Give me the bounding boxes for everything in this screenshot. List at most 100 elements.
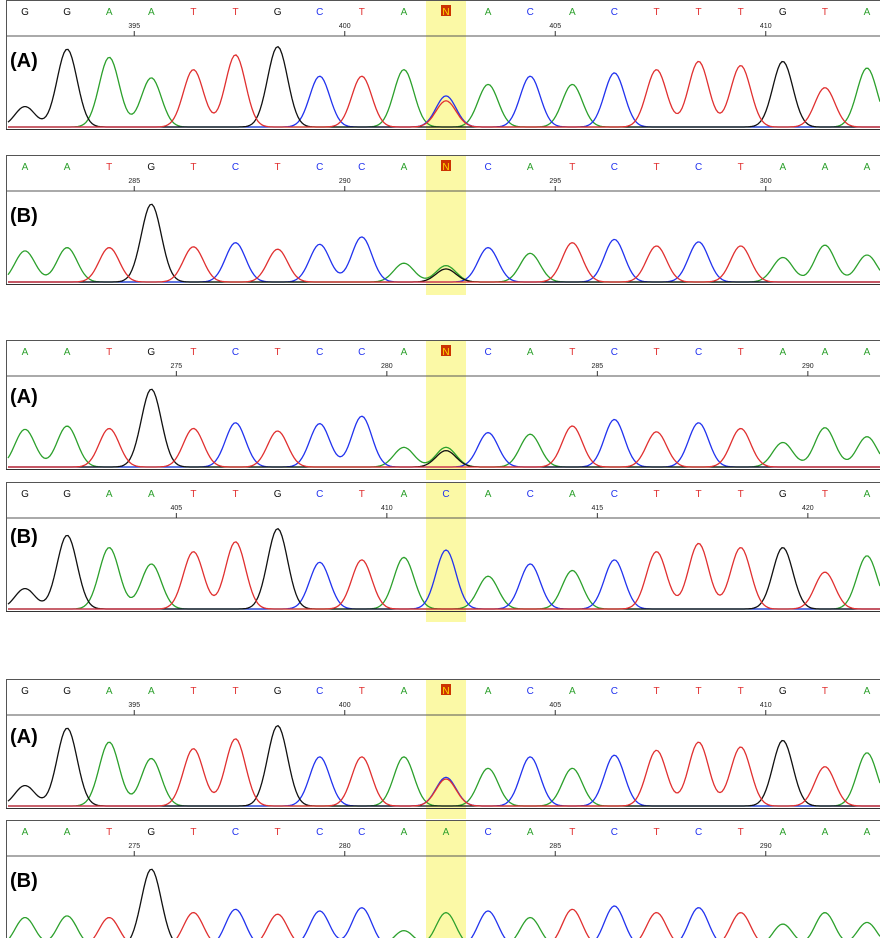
chromatogram-trace-2: A A T G T C T C C A N C A T C T C T A A A 285 290 295 300 (6, 155, 880, 295)
position-label-400: 400 (339, 702, 351, 709)
position-label-395: 395 (128, 702, 140, 709)
base-call-3: A (148, 489, 155, 500)
position-label-290: 290 (760, 843, 772, 850)
position-label-405: 405 (549, 702, 561, 709)
base-call-11: A (485, 7, 492, 18)
variant-highlight (426, 340, 466, 480)
base-call-20: A (864, 7, 871, 18)
base-call-15: T (653, 347, 659, 358)
base-call-1: A (64, 162, 71, 173)
base-call-19: T (822, 7, 828, 18)
base-call-12: C (527, 7, 534, 18)
base-call-20: A (864, 827, 871, 838)
base-call-10: N (442, 7, 449, 18)
base-call-10: N (442, 347, 449, 358)
base-call-19: A (822, 827, 829, 838)
base-call-16: T (696, 489, 702, 500)
panel-label-5: (A) (10, 726, 38, 748)
base-call-6: G (274, 489, 282, 500)
base-call-7: C (316, 827, 323, 838)
base-call-13: A (569, 686, 576, 697)
base-call-1: A (64, 827, 71, 838)
position-label-275: 275 (128, 843, 140, 850)
chromatogram-trace-5: G G A A T T G C T A N A C A C T T T G T A 395 400 405 410 (6, 679, 880, 819)
base-call-0: G (21, 7, 29, 18)
base-call-9: A (401, 686, 408, 697)
base-call-4: T (190, 827, 196, 838)
ambiguous-base-call (441, 160, 451, 171)
base-call-0: A (22, 162, 29, 173)
base-call-12: C (527, 686, 534, 697)
base-call-10: N (442, 686, 449, 697)
base-call-0: G (21, 686, 29, 697)
base-call-9: A (401, 162, 408, 173)
base-call-19: A (822, 162, 829, 173)
chromatogram-trace-4: G G A A T T G C T A C A C A C T T T G T A 405 410 415 420 (6, 482, 880, 622)
base-call-16: C (695, 827, 702, 838)
base-call-4: T (190, 489, 196, 500)
base-call-4: T (190, 347, 196, 358)
base-call-13: A (569, 7, 576, 18)
base-call-4: T (190, 162, 196, 173)
base-call-17: T (738, 347, 744, 358)
base-call-20: A (864, 347, 871, 358)
position-label-290: 290 (339, 178, 351, 185)
base-call-13: T (569, 162, 575, 173)
trace-g-channel (8, 203, 880, 283)
position-label-280: 280 (381, 363, 393, 370)
position-label-295: 295 (549, 178, 561, 185)
base-call-6: T (275, 347, 281, 358)
base-call-15: T (653, 7, 659, 18)
position-label-420: 420 (802, 505, 814, 512)
base-call-2: T (106, 827, 112, 838)
position-label-405: 405 (171, 505, 183, 512)
trace-t-channel (8, 242, 880, 283)
trace-t-channel (8, 425, 880, 468)
base-call-11: C (484, 162, 491, 173)
chromatogram-trace-6: A A T G T C T C C A A C A T C T C T A A A 275 280 285 290 (6, 820, 880, 938)
base-call-1: A (64, 347, 71, 358)
base-call-19: T (822, 686, 828, 697)
base-call-18: A (779, 827, 786, 838)
trace-t-channel (8, 738, 880, 807)
base-call-5: T (232, 686, 238, 697)
base-call-14: C (611, 347, 618, 358)
trace-a-channel (8, 911, 880, 938)
base-call-5: T (232, 489, 238, 500)
position-label-410: 410 (760, 702, 772, 709)
position-label-410: 410 (381, 505, 393, 512)
base-call-0: G (21, 489, 29, 500)
chromatogram-panel-2: A A T G T C T C C A N C A T C T C T A A A 285 290 295 300 (B) (0, 155, 880, 295)
variant-highlight (426, 0, 466, 140)
chromatogram-trace-3: A A T G T C T C C A N C A T C T C T A A A 275 280 285 290 (6, 340, 880, 480)
chromatogram-panel-6: A A T G T C T C C A A C A T C T C T A A A 275 280 285 290 (B) (0, 820, 880, 938)
base-call-12: A (527, 347, 534, 358)
base-call-8: T (359, 7, 365, 18)
base-call-8: C (358, 827, 365, 838)
trace-t-channel (92, 908, 758, 938)
chromatogram-panel-3: A A T G T C T C C A N C A T C T C T A A A 275 280 285 290 (A) (0, 340, 880, 480)
base-call-18: A (779, 347, 786, 358)
base-call-17: T (738, 686, 744, 697)
panel-label-3: (A) (10, 386, 38, 408)
base-call-15: T (653, 489, 659, 500)
base-call-18: G (779, 7, 787, 18)
base-call-8: T (359, 686, 365, 697)
base-call-11: C (484, 827, 491, 838)
base-call-13: T (569, 347, 575, 358)
base-call-20: A (864, 489, 871, 500)
base-call-7: C (316, 162, 323, 173)
base-call-6: G (274, 686, 282, 697)
base-call-8: C (358, 347, 365, 358)
base-call-2: A (106, 7, 113, 18)
base-call-7: C (316, 489, 323, 500)
base-call-19: A (822, 347, 829, 358)
base-call-17: T (738, 162, 744, 173)
base-call-3: A (148, 686, 155, 697)
base-call-20: A (864, 162, 871, 173)
base-call-11: A (485, 686, 492, 697)
base-call-13: A (569, 489, 576, 500)
panel-label-6: (B) (10, 870, 38, 892)
base-call-0: A (22, 827, 29, 838)
